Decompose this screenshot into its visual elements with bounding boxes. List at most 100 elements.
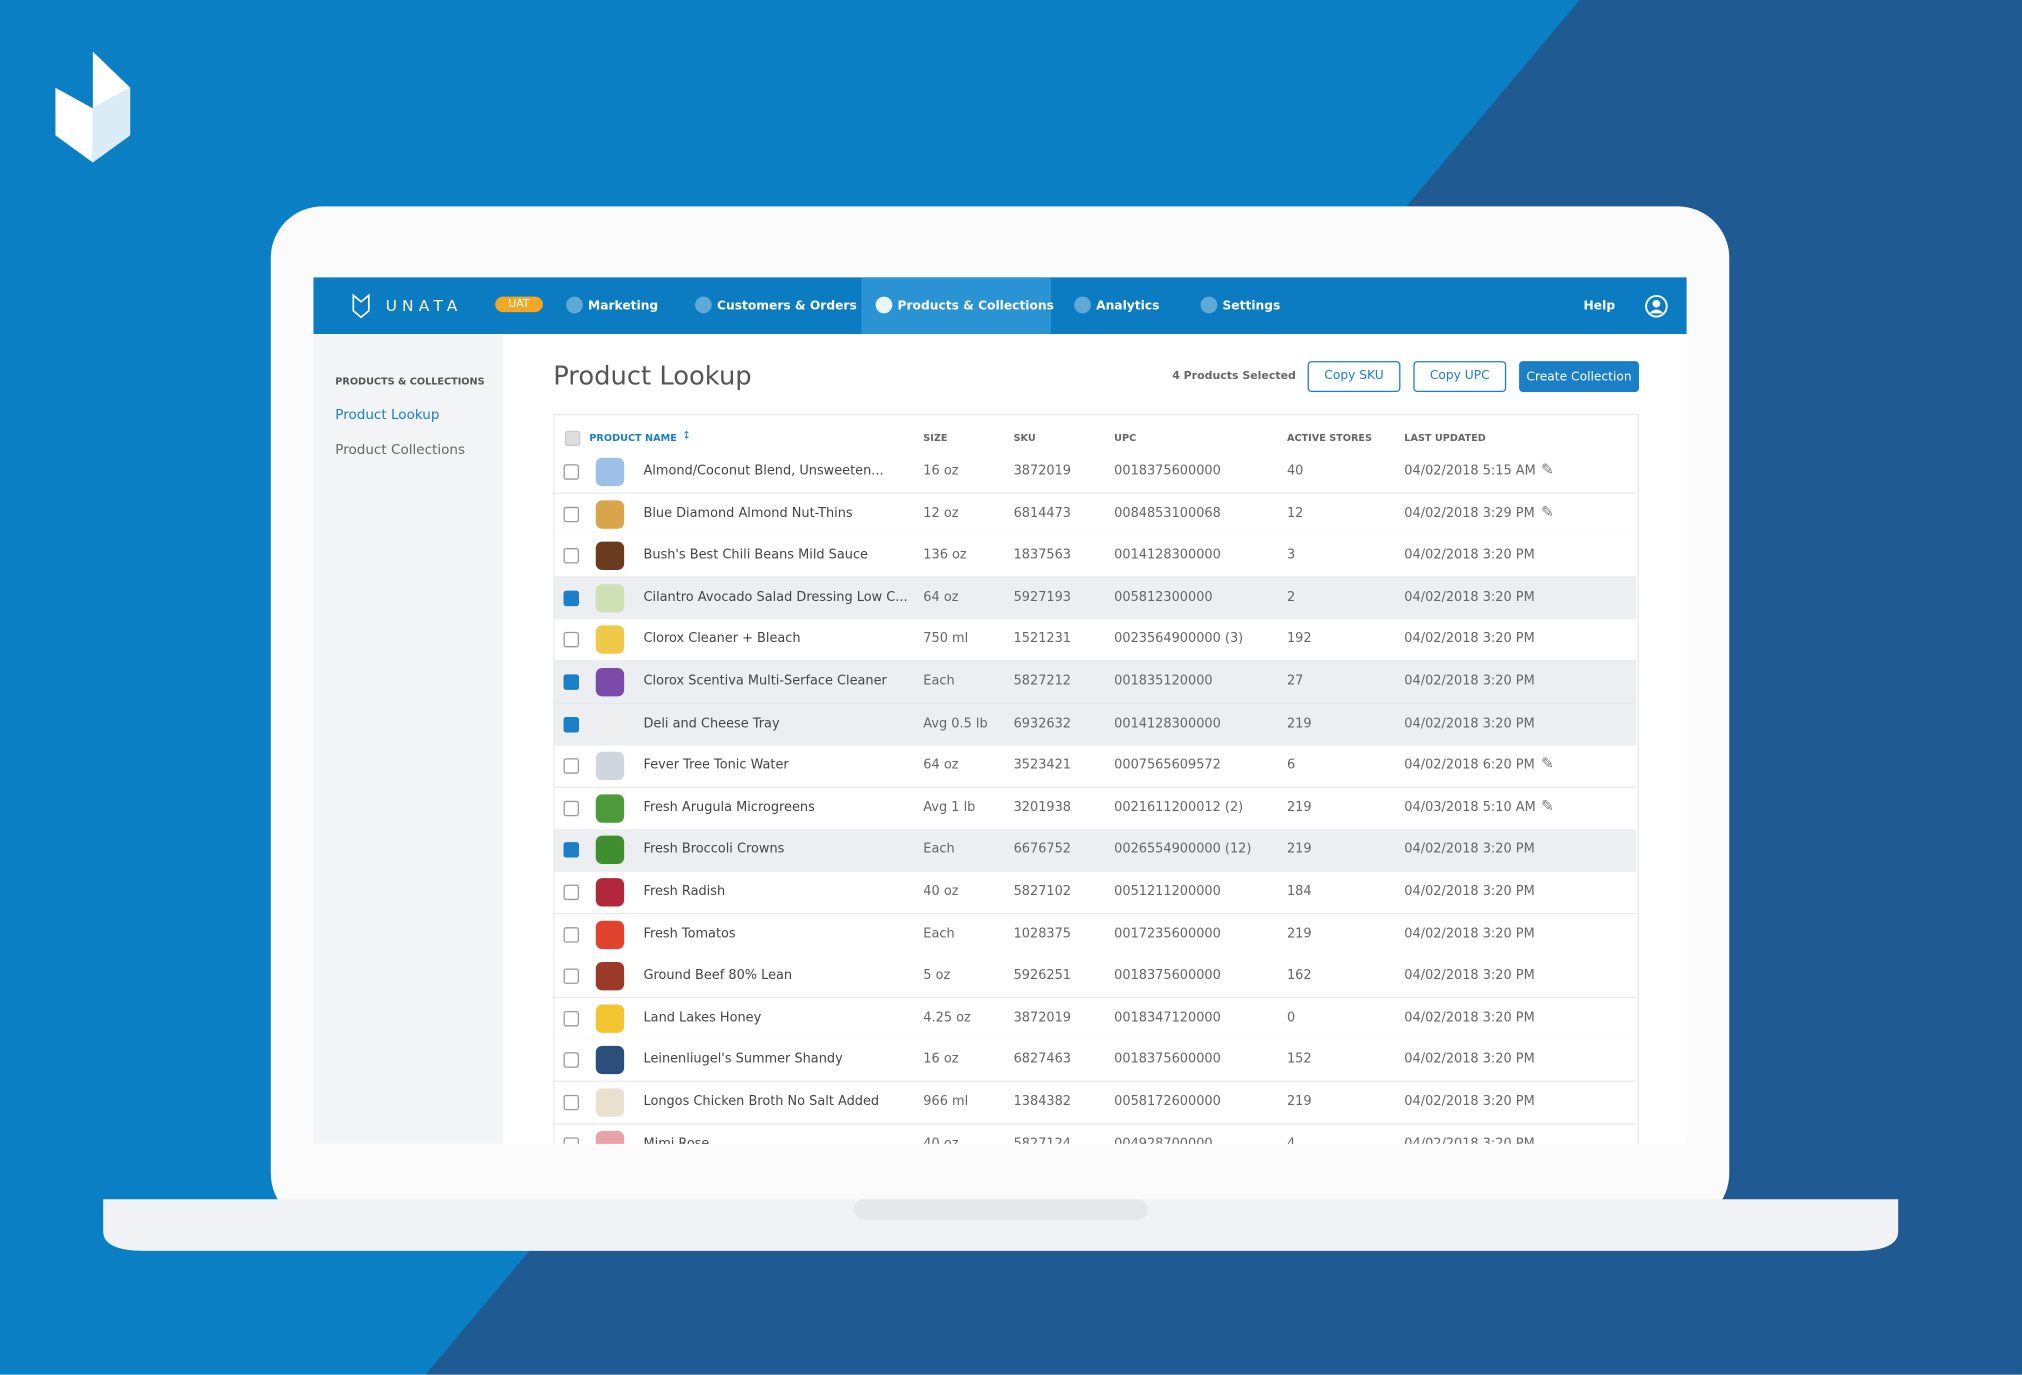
row-checkbox[interactable] — [563, 800, 580, 817]
row-checkbox[interactable] — [563, 968, 580, 985]
row[interactable] — [554, 1039, 1637, 1083]
nav-icon — [1200, 296, 1218, 314]
cell-sku: 1028375 — [1013, 926, 1072, 941]
row-checkbox[interactable] — [563, 1094, 580, 1111]
cell-sku: 5927193 — [1013, 590, 1072, 605]
cell-name: Bush's Best Chili Beans Mild Sauce — [643, 548, 868, 563]
cell-sku: 5827212 — [1013, 674, 1072, 689]
row-checkbox[interactable] — [563, 590, 580, 606]
nav-help[interactable]: Help — [1583, 299, 1616, 314]
cell-sku: 3872019 — [1013, 464, 1072, 479]
cell-updated: 04/02/2018 3:20 PM — [1404, 1094, 1535, 1110]
edit-icon[interactable]: ✎ — [1541, 502, 1554, 521]
cell-updated: 04/02/2018 3:20 PM — [1404, 674, 1535, 689]
row[interactable] — [554, 955, 1637, 999]
row-checkbox[interactable] — [563, 1010, 580, 1027]
cell-upc: 0018347120000 — [1114, 1010, 1221, 1025]
row-checkbox[interactable] — [563, 548, 580, 564]
cell-upc: 0018375600000 — [1114, 968, 1221, 983]
cell-sku: 3201938 — [1013, 800, 1072, 815]
cell-upc: 0018375600000 — [1114, 464, 1221, 479]
row[interactable] — [554, 871, 1637, 915]
row-checkbox[interactable] — [563, 842, 580, 859]
env-badge: UAT — [495, 296, 543, 313]
button[interactable]: Copy UPC — [1413, 361, 1507, 393]
row[interactable] — [554, 745, 1637, 789]
row-checkbox[interactable] — [563, 1136, 580, 1144]
cell-updated: 04/02/2018 3:20 PM — [1404, 1137, 1534, 1144]
cell-upc: 0026554900000 (12) — [1114, 842, 1252, 857]
row[interactable] — [554, 913, 1637, 957]
cell-upc: 001835120000 — [1114, 674, 1213, 689]
row[interactable] — [554, 535, 1637, 578]
row-checkbox[interactable] — [563, 506, 580, 522]
nav-icon — [875, 296, 893, 314]
brand-icon — [352, 293, 370, 319]
cell-sku: 1521231 — [1013, 632, 1072, 647]
edit-icon[interactable]: ✎ — [1541, 460, 1554, 479]
row-selected[interactable] — [554, 577, 1637, 621]
table — [553, 413, 1640, 1144]
row[interactable] — [554, 787, 1637, 831]
row[interactable] — [554, 1123, 1637, 1144]
cell-sku: 3872019 — [1013, 1010, 1072, 1025]
cell-stores: 27 — [1286, 674, 1304, 689]
row[interactable] — [554, 619, 1637, 663]
cell-updated: 04/02/2018 3:20 PM — [1404, 926, 1535, 941]
row-selected[interactable] — [554, 661, 1637, 705]
thumbnail — [595, 710, 625, 739]
row-checkbox[interactable] — [563, 674, 580, 690]
row-selected[interactable] — [554, 703, 1637, 747]
cell-size: Avg 0.5 lb — [923, 716, 988, 731]
cell-size: 40 oz — [923, 1137, 958, 1144]
row-checkbox[interactable] — [563, 716, 580, 732]
nav-item[interactable]: Products & Collections — [897, 299, 1054, 314]
button[interactable]: Create Collection — [1519, 361, 1640, 393]
button[interactable]: Copy SKU — [1307, 361, 1401, 393]
row-checkbox[interactable] — [563, 464, 580, 480]
cell-name: Fresh Arugula Microgreens — [643, 800, 815, 815]
cell-updated: 04/02/2018 3:20 PM — [1404, 716, 1535, 731]
sidebar-link[interactable]: Product Lookup — [335, 407, 440, 423]
nav-icon — [566, 296, 583, 314]
edit-icon[interactable]: ✎ — [1541, 754, 1554, 773]
row[interactable] — [554, 451, 1637, 494]
cell-sku: 5926251 — [1013, 968, 1072, 983]
row[interactable] — [554, 1081, 1637, 1125]
row-checkbox[interactable] — [563, 884, 580, 901]
cell-sku: 1837563 — [1013, 548, 1072, 563]
edit-icon[interactable]: ✎ — [1541, 796, 1554, 815]
sort-icon[interactable]: ↕ — [682, 429, 691, 442]
row-checkbox[interactable] — [563, 926, 580, 943]
cell-stores: 184 — [1286, 884, 1312, 899]
user-icon[interactable] — [1644, 294, 1669, 319]
cell-stores: 3 — [1286, 548, 1296, 563]
row[interactable] — [554, 997, 1637, 1041]
cell-upc: 0007565609572 — [1114, 758, 1221, 773]
cell-updated: 04/02/2018 3:20 PM — [1404, 548, 1535, 563]
row-checkbox[interactable] — [563, 1052, 580, 1069]
row[interactable] — [554, 493, 1637, 536]
row-checkbox[interactable] — [563, 758, 580, 774]
cell-sku: 6932632 — [1013, 716, 1072, 731]
row-selected[interactable] — [554, 829, 1637, 873]
cell-updated: 04/02/2018 3:20 PM — [1404, 1052, 1535, 1067]
nav-item[interactable]: Marketing — [588, 299, 659, 314]
cell-name: Leinenliugel's Summer Shandy — [643, 1052, 843, 1067]
nav-item[interactable]: Settings — [1222, 299, 1281, 314]
cell-upc: 0084853100068 — [1114, 506, 1221, 521]
select-all[interactable] — [564, 430, 581, 447]
selected-count: 4 Products Selected — [1172, 370, 1296, 383]
nav-item[interactable]: Customers & Orders — [716, 299, 857, 314]
column-header[interactable]: PRODUCT NAME — [589, 431, 677, 444]
nav-item[interactable]: Analytics — [1096, 299, 1160, 314]
cell-size: 64 oz — [923, 758, 959, 773]
cell-stores: 2 — [1286, 590, 1296, 605]
row-checkbox[interactable] — [563, 632, 580, 648]
nav-active — [861, 277, 1051, 334]
column-header: SIZE — [923, 431, 948, 444]
cell-stores: 40 — [1286, 464, 1304, 479]
cell-name: Clorox Scentiva Multi-Serface Cleaner — [643, 674, 887, 689]
sidebar-link[interactable]: Product Collections — [335, 442, 466, 458]
